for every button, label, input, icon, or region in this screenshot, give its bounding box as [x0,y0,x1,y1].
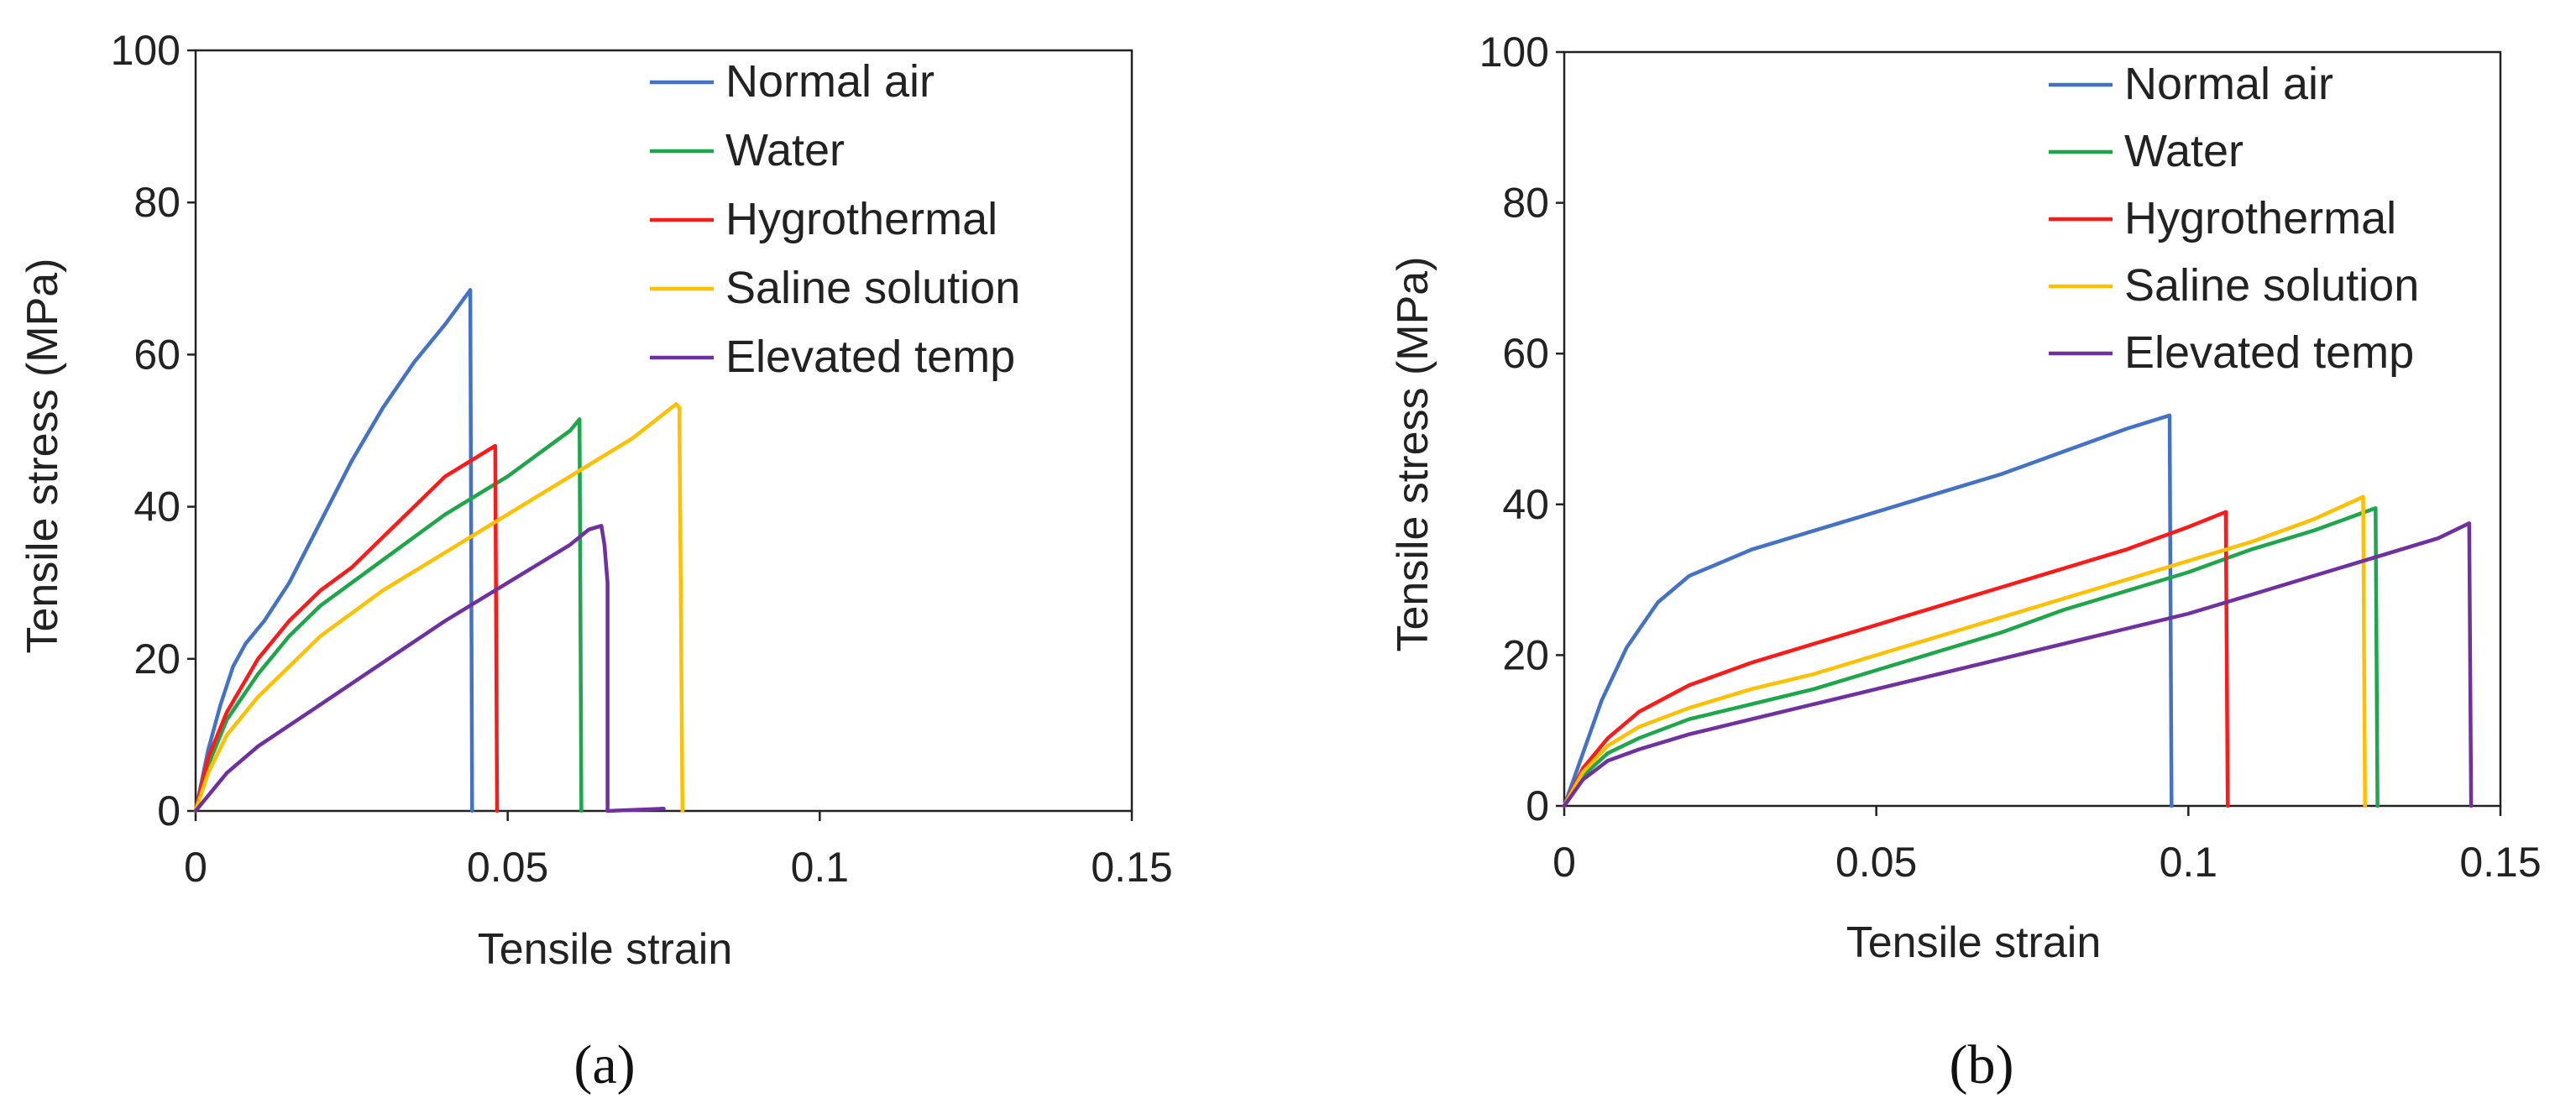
y-tick-label: 20 [134,635,181,683]
y-axis-title: Tensile stress (MPa) [18,259,67,654]
series-line-saline-solution [1562,494,2367,808]
x-tick-label: 0.05 [467,844,548,891]
chart-panel-a: 0 20 40 60 80 100 0 0.05 0.1 0.15 Tensile strain Te… [18,27,1173,1096]
legend-label-normal-air: Normal air [2124,59,2333,109]
x-tick-label: 0.1 [791,844,850,891]
series-line-hygrothermal [1562,510,2230,808]
series-line-water [1562,506,2380,808]
legend-label-water: Water [725,125,845,175]
legend-label-hygrothermal: Hygrothermal [725,194,997,244]
chart-panel-b: 0 20 40 60 80 100 0 0.05 0.1 0.15 Tensile strain Te… [1389,29,2542,1096]
legend-label-elevated-temp: Elevated temp [2124,327,2414,378]
x-tick-label: 0 [1552,839,1576,886]
y-tick-label: 80 [1502,180,1549,227]
legend-label-normal-air: Normal air [725,56,935,107]
series-line-hygrothermal [193,443,500,813]
plot-area-frame [1563,50,2502,808]
series-line-elevated-temp [1562,521,2474,808]
y-tick-label: 60 [1502,330,1549,377]
x-tick-label: 0.15 [1091,844,1172,891]
y-tick-label: 40 [1502,481,1549,528]
x-axis-title: Tensile strain [478,925,732,974]
y-tick-label: 100 [111,27,181,74]
panel-label-b: (b) [1950,1034,2014,1096]
y-tick-label: 0 [157,787,181,834]
legend-label-saline-solution: Saline solution [725,263,1020,313]
legend-label-hygrothermal: Hygrothermal [2124,193,2396,243]
legend-label-saline-solution: Saline solution [2124,260,2419,311]
series-line-water [193,417,584,813]
x-tick-label: 0.15 [2459,839,2541,886]
legend-label-elevated-temp: Elevated temp [725,332,1015,382]
y-axis-title: Tensile stress (MPa) [1389,257,1437,652]
series-line-normal-air [193,288,474,813]
y-tick-label: 0 [1526,782,1549,829]
x-axis-title: Tensile strain [1846,918,2101,967]
y-tick-label: 100 [1479,29,1549,76]
y-tick-label: 80 [134,179,181,226]
x-tick-label: 0.05 [1835,839,1917,886]
y-tick-label: 40 [134,484,181,531]
legend-label-water: Water [2124,126,2244,176]
y-tick-label: 60 [134,331,181,378]
series-line-elevated-temp [193,524,666,813]
series-line-normal-air [1562,413,2174,808]
panel-label-a: (a) [573,1034,635,1096]
x-tick-label: 0.1 [2160,839,2218,886]
y-tick-label: 20 [1502,631,1549,678]
plot-area-frame [194,49,1134,813]
x-tick-label: 0 [184,844,207,891]
series-line-saline-solution [193,402,685,813]
